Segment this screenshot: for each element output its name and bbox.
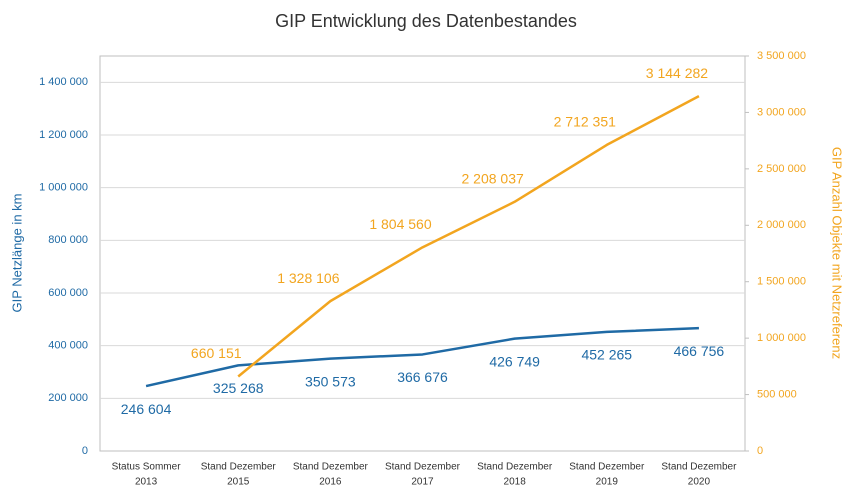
y-tick-label: 0 — [82, 445, 88, 457]
y-tick-label: 1 400 000 — [39, 76, 88, 88]
data-label: 350 573 — [305, 373, 356, 389]
y-tick-label: 800 000 — [48, 234, 88, 246]
plot-frame — [99, 55, 746, 452]
x-tick-label: 2017 — [411, 477, 434, 488]
y-tick-label: 1 000 000 — [39, 182, 88, 194]
x-tick-label: 2016 — [319, 477, 342, 488]
x-tick-label: 2018 — [504, 477, 527, 488]
y-tick-label: 200 000 — [48, 392, 88, 404]
series-line — [237, 95, 700, 378]
data-label: 2 712 351 — [554, 114, 616, 130]
data-label: 3 144 282 — [646, 65, 708, 81]
data-label: 426 749 — [489, 353, 540, 369]
y-tick-label: 1 200 000 — [39, 129, 88, 141]
y-tick-label: 600 000 — [48, 287, 88, 299]
y2-tick-label: 3 500 000 — [757, 50, 806, 62]
y-tick-label: 400 000 — [48, 340, 88, 352]
y2-tick-label: 3 000 000 — [757, 106, 806, 118]
y2-axis-label: GIP Anzahl Objekte mit Netzreferenz — [830, 147, 845, 359]
x-tick-label: 2013 — [135, 477, 158, 488]
x-tick-label: Stand Dezember — [385, 462, 461, 473]
y2-tick-label: 0 — [757, 445, 763, 457]
y2-tick-label: 2 000 000 — [757, 219, 806, 231]
data-label: 366 676 — [397, 369, 448, 385]
data-label: 466 756 — [674, 343, 725, 359]
y2-tick-label: 1 500 000 — [757, 276, 806, 288]
y-axis-label: GIP Netzlänge in km — [9, 194, 24, 313]
data-label: 325 268 — [213, 380, 264, 396]
y2-tick-label: 500 000 — [757, 388, 797, 400]
x-tick-label: 2015 — [227, 477, 250, 488]
x-tick-label: Stand Dezember — [201, 462, 277, 473]
data-label: 246 604 — [121, 401, 172, 417]
data-label: 452 265 — [581, 347, 632, 363]
x-tick-label: Status Sommer — [112, 462, 182, 473]
x-tick-label: 2019 — [596, 477, 619, 488]
data-label: 660 151 — [191, 345, 242, 361]
series-line — [145, 326, 699, 388]
x-tick-label: 2020 — [688, 477, 711, 488]
chart-title: GIP Entwicklung des Datenbestandes — [275, 11, 577, 31]
x-tick-label: Stand Dezember — [293, 462, 369, 473]
x-tick-label: Stand Dezember — [569, 462, 645, 473]
x-tick-label: Stand Dezember — [477, 462, 553, 473]
data-label: 2 208 037 — [461, 171, 523, 187]
x-tick-label: Stand Dezember — [661, 462, 737, 473]
y2-tick-label: 2 500 000 — [757, 163, 806, 175]
data-label: 1 328 106 — [277, 270, 339, 286]
y2-tick-label: 1 000 000 — [757, 332, 806, 344]
data-label: 1 804 560 — [369, 216, 431, 232]
